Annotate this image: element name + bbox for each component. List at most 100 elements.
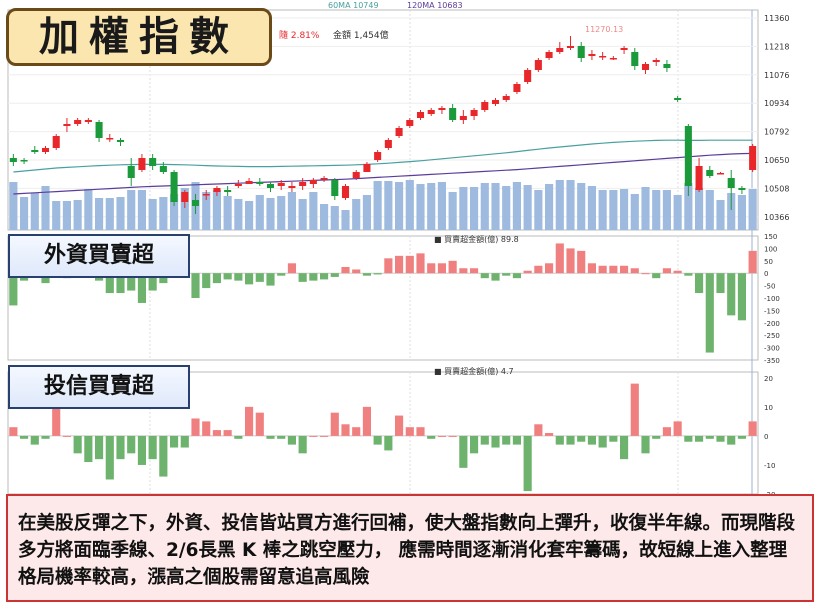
trust-bar (362, 406, 371, 436)
foreign-bar (480, 273, 489, 279)
candle-down (191, 200, 200, 206)
volume-bar (212, 190, 221, 230)
trust-bar (277, 435, 286, 439)
candle-down (127, 166, 135, 178)
price-tick-label: 11076 (764, 71, 789, 80)
trust-bar (30, 435, 39, 445)
trust-bar (727, 435, 736, 445)
foreign-bar (427, 263, 436, 274)
volume-bar (180, 188, 189, 230)
trust-bar (716, 435, 725, 442)
trust-bar (470, 435, 479, 454)
volume-bar (534, 190, 543, 230)
volume-bar (684, 183, 693, 230)
trust-bar (202, 421, 211, 436)
candle-up (320, 178, 328, 180)
candle-up (41, 148, 50, 152)
foreign-bar (502, 273, 511, 276)
trust-bar (630, 383, 639, 436)
foreign-bar (352, 269, 361, 274)
trust-bar (587, 435, 596, 445)
trust-bar (245, 406, 254, 436)
high-annotation: 11270.13 (585, 25, 623, 34)
trust-bar (84, 435, 93, 463)
trust-bar (620, 435, 629, 460)
candle-down (116, 140, 125, 142)
volume-bar (223, 196, 232, 230)
volume-bar (84, 189, 93, 230)
volume-bar (405, 180, 414, 230)
foreign-bar (191, 273, 200, 298)
foreign-bar (459, 268, 468, 274)
candle-down (577, 46, 585, 58)
trust-bar (320, 435, 329, 437)
foreign-tick-label: 50 (764, 258, 773, 266)
candle-up (609, 58, 617, 60)
volume-bar (437, 182, 446, 230)
foreign-tick-label: -100 (764, 295, 780, 303)
volume-bar (416, 184, 425, 230)
candle-up (513, 84, 521, 92)
trust-bar (127, 435, 136, 454)
candle-up (341, 186, 350, 198)
trade-amount: 金額 1,454億 (333, 31, 389, 41)
volume-bar (330, 206, 339, 230)
candle-up (459, 116, 467, 120)
foreign-bar (555, 243, 564, 274)
foreign-bar (137, 273, 146, 303)
foreign-tick-label: -50 (764, 283, 775, 291)
candle-up (181, 192, 189, 202)
trust-bar (684, 435, 693, 442)
foreign-bar (609, 265, 618, 274)
volume-bar (566, 180, 575, 230)
trust-bar (116, 435, 125, 460)
candle-up (138, 158, 146, 170)
price-tick-label: 10650 (764, 156, 789, 165)
volume-bar (470, 187, 479, 230)
foreign-tick-label: 100 (764, 245, 777, 253)
trust-bar (234, 435, 243, 439)
candle-up (695, 166, 703, 190)
candle-down (224, 190, 232, 192)
candle-up (245, 181, 253, 184)
foreign-bar (716, 273, 725, 294)
trust-legend: ■ 買賣超金額(億) 4.7 (434, 367, 514, 376)
candle-up (288, 186, 296, 188)
candle-up (620, 48, 628, 50)
volume-bar (362, 195, 371, 230)
volume-bar (245, 201, 254, 230)
trust-bar (137, 435, 146, 465)
trust-bar (448, 435, 457, 437)
trust-bar (437, 435, 446, 437)
trust-bar (480, 435, 489, 445)
candle-down (95, 122, 103, 138)
volume-bar (480, 183, 489, 230)
candle-up (374, 152, 382, 160)
candle-down (9, 158, 17, 162)
volume-bar (587, 186, 596, 230)
foreign-tick-label: -200 (764, 320, 780, 328)
price-frame (7, 9, 759, 231)
foreign-bar (662, 268, 671, 274)
candle-up (481, 102, 489, 110)
volume-bar (395, 182, 404, 230)
candle-up (438, 108, 446, 110)
volume-bar (9, 182, 18, 230)
candle-up (352, 172, 360, 178)
trust-bar (652, 435, 661, 439)
candle-down (331, 180, 339, 196)
trust-bar (673, 421, 682, 436)
chart-title: 加權指數 (6, 8, 272, 66)
candle-down (449, 108, 457, 120)
candle-down (674, 98, 682, 100)
volume-bar (695, 188, 704, 230)
foreign-bar (512, 273, 521, 279)
foreign-bar (566, 248, 575, 274)
trust-bar (62, 435, 71, 437)
price-tick-label: 11360 (764, 14, 789, 23)
foreign-bar (652, 273, 661, 279)
volume-bar (148, 199, 157, 230)
trust-bar (598, 435, 607, 448)
candle-down (159, 166, 167, 172)
volume-bar (673, 195, 682, 230)
